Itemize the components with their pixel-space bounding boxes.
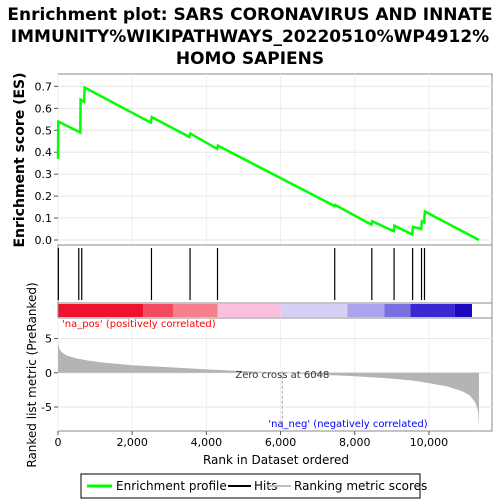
x-tick-label: 6,000 xyxy=(265,436,297,449)
es-y-tick-label: 0.3 xyxy=(35,168,53,181)
legend-ranking-metric-label: Ranking metric scores xyxy=(294,479,427,493)
x-tick-label: 2,000 xyxy=(116,436,148,449)
legend-hits-label: Hits xyxy=(254,479,277,493)
x-tick-label: 0 xyxy=(55,436,62,449)
chart-title-line-3: HOMO SAPIENS xyxy=(176,49,324,69)
colorbar-segment xyxy=(280,304,348,317)
es-y-tick-label: 0.4 xyxy=(35,146,53,159)
colorbar-segment xyxy=(410,304,455,317)
metric-y-tick-label: -5 xyxy=(41,401,52,414)
colorbar-segment xyxy=(58,304,144,317)
es-y-axis-label: Enrichment score (ES) xyxy=(12,72,28,247)
es-y-tick-label: 0.2 xyxy=(35,190,53,203)
rank-colorbar xyxy=(58,304,472,317)
x-tick-label: 8,000 xyxy=(339,436,371,449)
chart-title-line-2: IMMUNITY%WIKIPATHWAYS_20220510%WP4912% xyxy=(11,27,489,47)
colorbar-segment xyxy=(384,304,411,317)
es-panel-frame xyxy=(57,73,493,246)
colorbar-segment xyxy=(217,304,281,317)
metric-y-tick-label: 5 xyxy=(45,333,52,346)
hits-panel-frame xyxy=(57,244,493,304)
positive-correlation-label: 'na_pos' (positively correlated) xyxy=(62,319,216,330)
es-gridlines xyxy=(57,74,492,245)
zero-cross-label: Zero cross at 6048 xyxy=(235,370,329,381)
es-y-tick-label: 0.0 xyxy=(35,234,53,247)
x-tick-label: 10,000 xyxy=(410,436,449,449)
x-axis-ticks: 0 2,000 4,000 6,000 8,000 10,000 xyxy=(55,431,449,449)
x-axis-label: Rank in Dataset ordered xyxy=(203,453,349,467)
x-tick-label: 4,000 xyxy=(191,436,223,449)
enrichment-profile-line xyxy=(56,85,480,242)
metric-y-axis-label: Ranked list metric (PreRanked) xyxy=(25,282,39,467)
es-y-tick-label: 0.6 xyxy=(35,102,53,115)
hits-marks xyxy=(57,248,426,300)
es-y-tick-label: 0.7 xyxy=(35,80,53,93)
es-y-tick-label: 0.1 xyxy=(35,212,53,225)
colorbar-segment xyxy=(172,304,218,317)
colorbar-segment xyxy=(347,304,385,317)
es-y-tick-label: 0.5 xyxy=(35,124,53,137)
es-y-ticks: 0.0 0.1 0.2 0.3 0.4 0.5 0.6 0.7 xyxy=(35,80,58,247)
metric-y-ticks: 5 0 -5 xyxy=(41,333,58,414)
metric-y-tick-label: 0 xyxy=(45,367,52,380)
colorbar-segment xyxy=(143,304,173,317)
negative-correlation-label: 'na_neg' (negatively correlated) xyxy=(268,419,427,430)
colorbar-segment xyxy=(454,304,472,317)
legend-enrichment-profile-label: Enrichment profile xyxy=(116,479,227,493)
chart-title-line-1: Enrichment plot: SARS CORONAVIRUS AND IN… xyxy=(7,5,492,25)
